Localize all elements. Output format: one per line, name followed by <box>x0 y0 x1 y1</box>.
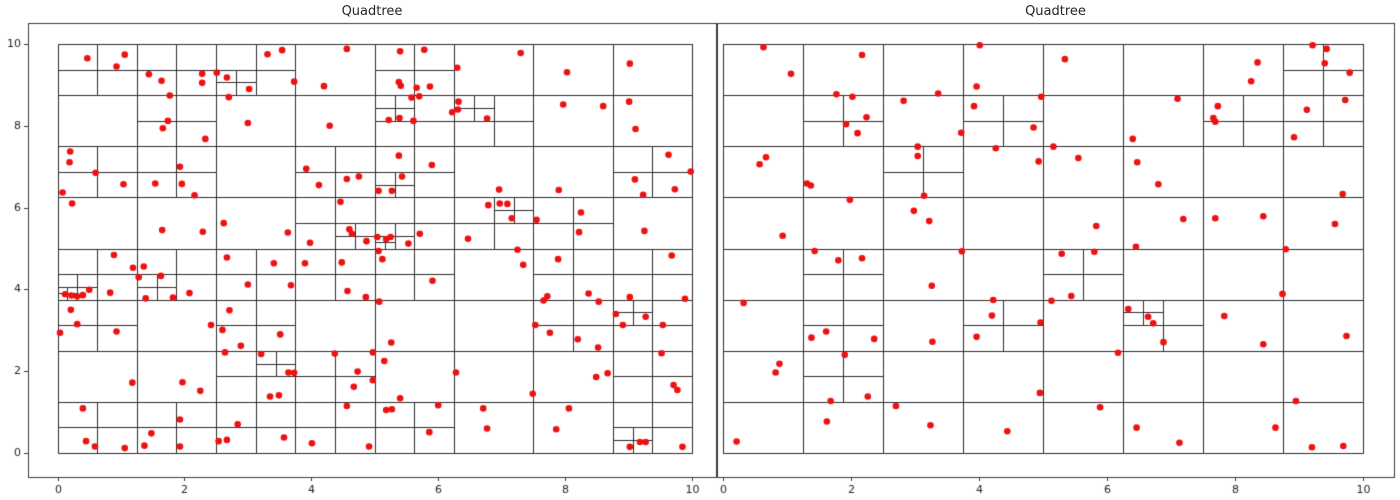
right-panel-title: Quadtree <box>1025 4 1086 19</box>
left-panel-title: Quadtree <box>341 4 403 19</box>
